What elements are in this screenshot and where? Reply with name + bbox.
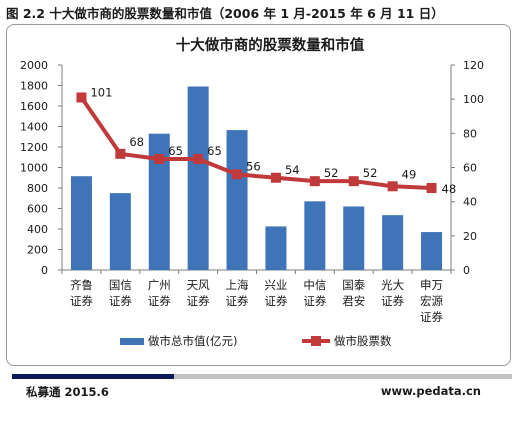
line-point-marker [270,172,281,183]
y-left-tick-label: 0 [41,264,48,277]
data-label: 48 [442,182,457,196]
x-tick-label: 宏源 [420,294,443,308]
y-left-tick-label: 2000 [20,59,48,72]
x-tick-label: 中信 [303,278,326,292]
x-tick-label: 广州 [148,278,171,292]
legend-line-label: 做市股票数 [334,334,392,348]
x-tick-label: 证券 [226,294,249,308]
data-label: 52 [324,166,339,180]
line-series-path [79,96,432,190]
bar [265,226,287,270]
legend-line-marker [311,336,321,346]
bar [109,193,131,270]
x-tick-label: 天风 [187,278,210,292]
x-tick-label: 证券 [264,294,287,308]
legend-bar-swatch [120,338,144,345]
y-right-tick-label: 20 [463,230,477,243]
bar [70,176,92,270]
y-left-tick-label: 1400 [20,121,48,134]
y-right-tick-label: 60 [463,162,477,175]
x-tick-label: 国泰 [342,278,365,292]
legend-bar-label: 做市总市值(亿元) [148,334,237,348]
x-tick-label: 上海 [226,278,249,292]
x-tick-label: 证券 [187,294,210,308]
data-label: 101 [90,85,112,99]
data-label: 52 [363,166,378,180]
line-point-marker [115,148,126,159]
bar [148,133,170,270]
y-left-tick-label: 800 [27,182,48,195]
x-tick-label: 国信 [109,278,132,292]
y-right-tick-label: 100 [463,93,484,106]
bars-group [70,86,443,271]
y-left-tick-label: 1800 [20,80,48,93]
y-left-tick-label: 1200 [20,141,48,154]
axes-group: 0 200 400 600 800 1000 1200 1400 1600 1800 2000 0 20… [20,59,484,277]
data-label: 65 [207,144,222,158]
x-tick-label: 君安 [342,294,365,308]
x-tick-label: 证券 [148,294,171,308]
line-point-marker [309,176,320,187]
footer-bar-dark [12,374,174,379]
x-tick-label: 证券 [420,310,443,324]
x-tick-label: 证券 [70,294,93,308]
line-point-marker [426,183,437,193]
footer-bar-light [174,374,512,379]
line-point-marker [76,92,87,103]
x-tick-label: 申万 [420,278,443,292]
line-point-marker [154,153,165,164]
line-point-marker [193,153,204,164]
y-right-tick-label: 80 [463,127,477,140]
line-series-group: 101 68 65 65 56 54 52 52 49 48 [76,85,456,196]
bar [382,215,404,270]
figure-caption: 图 2.2 十大做市商的股票数量和市值（2006 年 1 月-2015 年 6 … [6,6,444,21]
x-tick-label: 证券 [109,294,132,308]
line-point-marker [348,176,359,187]
y-right-tick-label: 40 [463,196,477,209]
data-label: 65 [168,144,183,158]
x-tick-label: 兴业 [264,278,287,292]
legend: 做市总市值(亿元) 做市股票数 [120,334,392,348]
footer-source: 私募通 2015.6 [26,385,109,399]
bar [304,201,326,270]
x-tick-label: 齐鲁 [70,278,93,292]
line-point-marker [387,181,398,192]
bar [187,86,209,271]
chart-title: 十大做市商的股票数量和市值 [176,36,365,54]
bar [226,130,248,270]
bar [421,232,443,270]
data-label: 56 [246,159,261,173]
y-left-tick-label: 200 [27,244,48,257]
y-left-tick-label: 400 [27,223,48,236]
y-right-tick-label: 120 [463,59,484,72]
line-point-marker [232,169,243,180]
y-left-tick-label: 600 [27,203,48,216]
x-tick-label: 证券 [303,294,326,308]
x-tick-label: 光大 [381,278,404,292]
y-left-tick-label: 1000 [20,162,48,175]
bar [343,206,365,270]
data-label: 54 [285,163,300,177]
data-label: 49 [402,167,417,181]
footer-website[interactable]: www.pedata.cn [380,384,481,398]
data-label: 68 [129,135,144,149]
y-left-tick-label: 1600 [20,100,48,113]
x-tick-label: 证券 [381,294,404,308]
y-right-tick-label: 0 [463,264,470,277]
